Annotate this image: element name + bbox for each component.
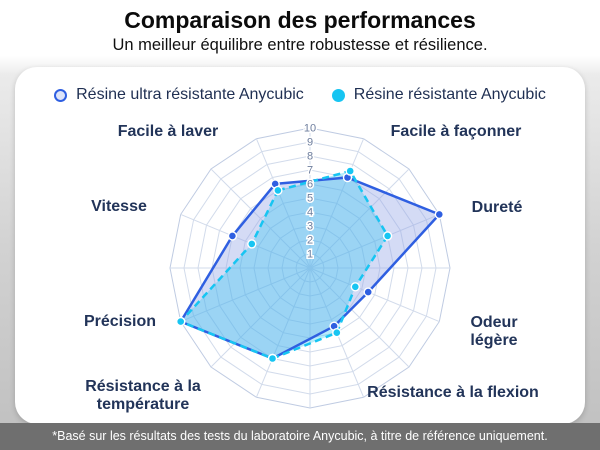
svg-text:5: 5 [307, 193, 313, 205]
series-area-1 [180, 171, 388, 359]
footnote-text: *Basé sur les résultats des tests du lab… [52, 429, 548, 443]
axis-label-5: Résistance à la température [85, 378, 201, 413]
page-subtitle: Un meilleur équilibre entre robustesse e… [112, 36, 488, 54]
axis-label-7: Vitesse [91, 198, 147, 215]
svg-text:9: 9 [307, 137, 313, 149]
legend-item-ultra: Résine ultra résistante Anycubic [54, 86, 304, 104]
svg-text:10: 10 [304, 123, 316, 135]
axis-label-4: Résistance à la flexion [367, 384, 539, 401]
chart-legend: Résine ultra résistante Anycubic Résine … [0, 86, 600, 104]
legend-label-resistante: Résine résistante Anycubic [353, 86, 546, 103]
legend-label-ultra: Résine ultra résistante Anycubic [76, 86, 304, 103]
legend-marker-ultra [54, 88, 68, 102]
series-points-1 [175, 166, 393, 364]
page-title: Comparaison des performances [124, 7, 476, 33]
svg-text:2: 2 [307, 235, 313, 247]
axis-label-0: Facile à laver [118, 123, 219, 140]
radar-scale: 1 2 3 4 5 6 7 8 9 10 [302, 121, 317, 262]
svg-text:7: 7 [307, 165, 313, 177]
axis-label-3: Odeur légère [470, 314, 517, 349]
axis-label-6: Précision [84, 313, 156, 330]
svg-text:1: 1 [307, 249, 313, 261]
footnote-bar: *Basé sur les résultats des tests du lab… [0, 423, 600, 450]
svg-text:3: 3 [307, 221, 313, 233]
legend-item-resistante: Résine résistante Anycubic [331, 86, 546, 104]
svg-text:4: 4 [307, 207, 313, 219]
svg-text:6: 6 [307, 179, 313, 191]
axis-label-1: Facile à façonner [391, 123, 522, 140]
legend-marker-resistante [331, 88, 345, 102]
axis-label-2: Dureté [472, 199, 523, 216]
series-area-0 [180, 177, 440, 359]
svg-text:8: 8 [307, 151, 313, 163]
